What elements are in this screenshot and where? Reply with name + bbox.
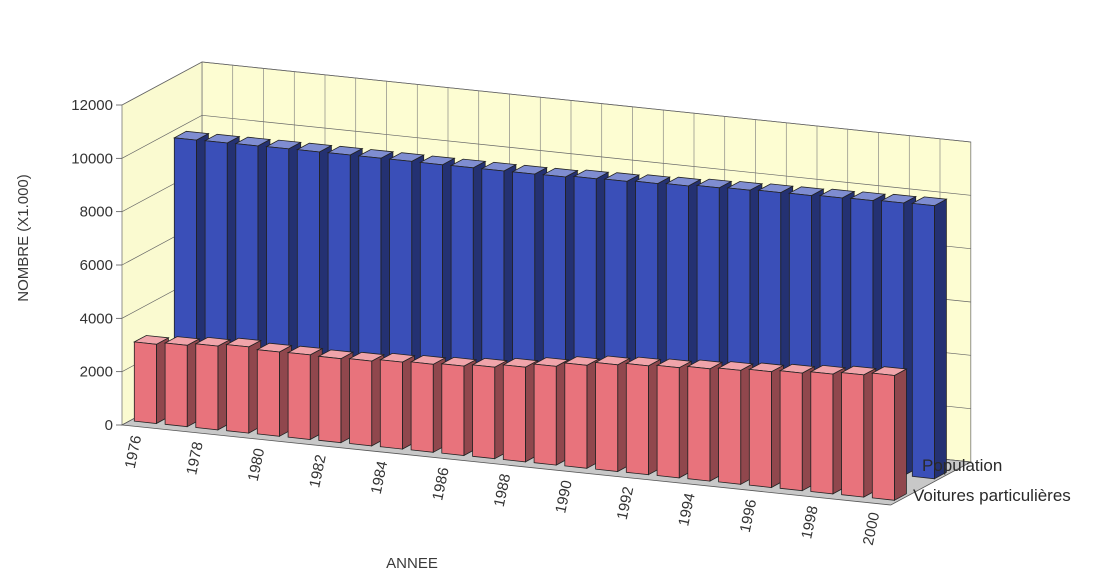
voitures-bar-front [687,366,711,482]
voitures-bar [594,355,632,473]
voitures-bar [778,363,816,492]
voitures-bar [348,351,386,447]
voitures-bar [194,336,232,431]
x-axis-title: ANNEE [386,555,438,572]
voitures-bar [686,359,724,482]
x-tick-label: 1990 [552,479,576,515]
x-tick-label: 1992 [614,485,638,521]
series-label-population: Population [922,456,1002,475]
voitures-bar-front [164,342,188,428]
x-tick-label: 1994 [675,491,699,527]
x-tick-label: 1998 [798,504,822,540]
y-tick-label: 0 [105,417,113,434]
voitures-bar-front [656,364,680,479]
voitures-bar-front [472,364,496,460]
series-label-voitures: Voitures particulières [913,486,1071,505]
y-tick-label: 6000 [80,257,113,274]
voitures-bar-front [748,368,772,488]
voitures-bar [378,352,416,450]
horizontal-gridline [121,114,971,196]
voitures-bar [809,364,847,495]
voitures-bar-front [256,349,280,437]
y-axis-title: NOMBRE (X1.000) [15,174,32,302]
voitures-bar [225,337,263,434]
voitures-bar [286,345,324,441]
voitures-bar-front [533,363,557,466]
y-tick-label: 8000 [80,204,113,221]
voitures-bar-front [287,352,311,440]
voitures-bar-front [195,343,219,431]
voitures-bar-front [502,364,526,463]
voitures-bar [624,356,662,476]
voitures-bar-front [379,359,403,450]
voitures-bar [717,361,755,485]
voitures-bar-front [441,363,465,456]
voitures-bar [501,357,539,463]
x-axis-ticks: 1976 1978 1980 1982 1984 1986 1988 1990 1992 1994… [122,434,884,547]
voitures-bar-front [349,358,373,447]
voitures-bar [747,362,785,489]
voitures-bar [563,356,601,469]
voitures-bar [870,366,908,501]
y-axis-ticks: 0 2000 4000 6000 8000 10000 12000 [71,97,122,434]
voitures-bar-front [226,344,250,434]
voitures-bar-side [894,368,907,501]
population-bar-front [911,202,935,480]
x-tick-label: 1996 [737,498,761,534]
x-tick-label: 1976 [122,434,146,470]
voitures-bar [840,365,878,498]
voitures-bar-front [318,355,342,444]
voitures-bar [317,349,355,444]
voitures-bar-front [625,363,649,476]
y-tick-label: 12000 [71,97,113,114]
voitures-bar-front [718,367,742,485]
horizontal-gridline [121,61,971,143]
x-tick-label: 1984 [368,459,392,495]
voitures-bar-front [841,372,865,498]
voitures-bar [532,357,570,466]
y-tick-label: 2000 [80,364,113,381]
voitures-bar-front [810,371,834,495]
voitures-bar [132,335,170,425]
x-tick-label: 2000 [860,511,884,547]
voitures-bar-front [871,372,895,501]
x-tick-label: 1988 [491,472,515,508]
voitures-bar [655,358,693,479]
voitures-bar-front [595,362,619,472]
voitures-bar-front [410,361,434,453]
voitures-bar [409,355,447,453]
voitures-bar [440,356,478,457]
voitures-bar [471,357,509,460]
voitures-bar [255,342,293,437]
voitures-bar-front [779,370,803,492]
y-tick-label: 10000 [71,150,113,167]
voitures-bar-front [133,341,157,424]
voitures-bar-front [564,362,588,469]
x-tick-label: 1982 [306,453,330,489]
population-bar [910,196,948,480]
x-tick-label: 1986 [429,466,453,502]
voitures-bars [132,335,908,501]
y-tick-label: 4000 [80,310,113,327]
x-tick-label: 1978 [183,440,207,476]
voitures-bar [163,336,201,428]
population-bar-side [934,198,947,480]
x-tick-label: 1980 [245,447,269,483]
